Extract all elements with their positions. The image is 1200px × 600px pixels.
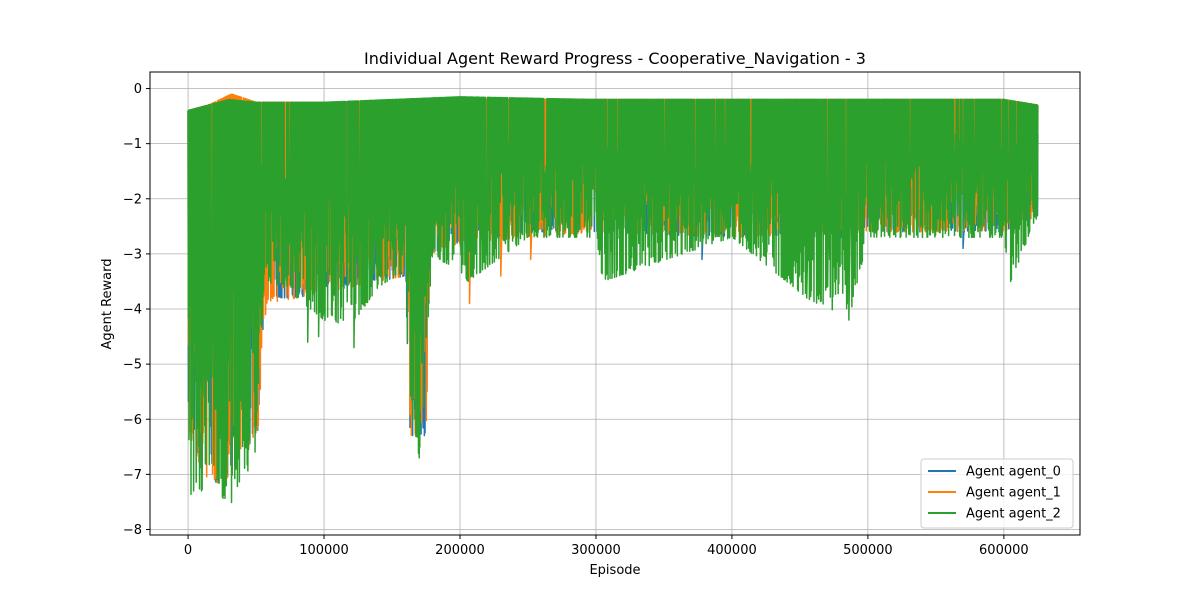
y-tick-label: −6 bbox=[123, 413, 142, 428]
x-tick-label: 0 bbox=[184, 543, 192, 558]
axis-ticks: 0 100000 200000 300000 400000 500000 600000 0 −1… bbox=[123, 82, 1029, 558]
y-tick-label: 0 bbox=[134, 82, 142, 97]
chart-title: Individual Agent Reward Progress - Coope… bbox=[364, 49, 866, 69]
x-tick-label: 300000 bbox=[571, 543, 621, 558]
y-tick-label: −1 bbox=[123, 137, 142, 152]
y-axis-title: Agent Reward bbox=[100, 258, 115, 349]
x-tick-label: 100000 bbox=[299, 543, 349, 558]
x-tick-label: 600000 bbox=[979, 543, 1029, 558]
legend-label: Agent agent_2 bbox=[966, 507, 1061, 522]
series-line-2 bbox=[187, 96, 1039, 504]
x-tick-label: 500000 bbox=[843, 543, 893, 558]
x-tick-label: 400000 bbox=[707, 543, 757, 558]
series-layer bbox=[187, 93, 1039, 504]
legend-box bbox=[920, 458, 1074, 529]
legend: Agent agent_0 Agent agent_1 Agent agent_2 bbox=[920, 458, 1074, 529]
x-axis-title: Episode bbox=[589, 563, 640, 578]
y-tick-label: −7 bbox=[123, 468, 142, 483]
y-tick-label: −4 bbox=[123, 303, 142, 318]
y-tick-label: −8 bbox=[123, 523, 142, 538]
y-tick-label: −5 bbox=[123, 358, 142, 373]
y-tick-label: −2 bbox=[123, 192, 142, 207]
y-tick-label: −3 bbox=[123, 247, 142, 262]
x-tick-label: 200000 bbox=[435, 543, 485, 558]
plot-frame bbox=[149, 71, 1081, 536]
legend-label: Agent agent_0 bbox=[966, 465, 1061, 480]
legend-label: Agent agent_1 bbox=[966, 486, 1061, 501]
